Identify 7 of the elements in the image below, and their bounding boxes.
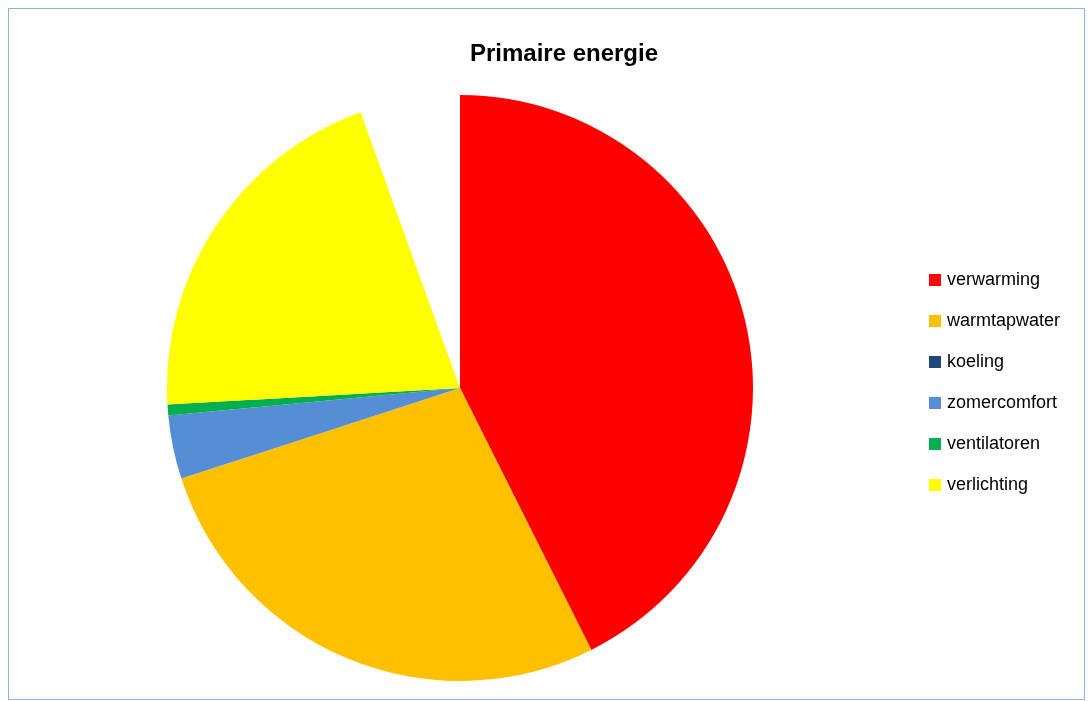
legend-label: warmtapwater (947, 310, 1061, 331)
legend-label: koeling (947, 351, 1005, 372)
legend-label: ventilatoren (947, 433, 1041, 454)
chart-title: Primaire energie (468, 39, 660, 67)
legend-label: verwarming (947, 269, 1041, 290)
legend-label: zomercomfort (947, 392, 1058, 413)
legend-label: verlichting (947, 474, 1029, 495)
